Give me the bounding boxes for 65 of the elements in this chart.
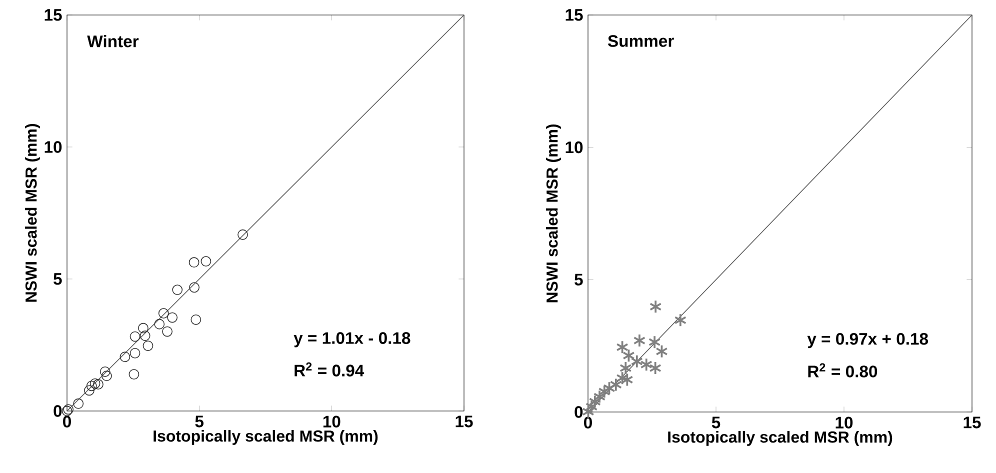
y-axis-title: NSWI scaled MSR (mm) xyxy=(25,124,40,302)
point xyxy=(238,229,248,240)
y-tick-label: 0 xyxy=(574,406,583,418)
point xyxy=(86,380,97,392)
annotation: R$^{2}$ = 0.80 xyxy=(808,363,878,378)
x-tick-label: 15 xyxy=(456,416,473,428)
point xyxy=(162,326,173,337)
point xyxy=(610,378,622,392)
point xyxy=(649,361,662,375)
point xyxy=(73,398,84,409)
point xyxy=(130,348,140,358)
point xyxy=(620,361,632,375)
point xyxy=(138,322,148,334)
x-tick-label: 0 xyxy=(63,416,71,428)
point xyxy=(674,313,687,328)
x-axis-title: Isotopically scaled MSR (mm) xyxy=(668,430,892,446)
point xyxy=(158,308,169,319)
point xyxy=(154,318,165,330)
y-tick-label: 0 xyxy=(54,405,62,417)
point xyxy=(120,352,130,362)
x-tick-label: 5 xyxy=(712,416,720,428)
y-tick-label: 5 xyxy=(54,273,62,285)
point xyxy=(84,385,94,396)
point xyxy=(130,331,140,342)
point xyxy=(100,366,110,377)
annotation: Winter xyxy=(87,35,139,48)
point xyxy=(189,282,200,293)
y-tick-label: 5 xyxy=(574,274,583,286)
annotation: y = 0.97x + 0.18 xyxy=(807,332,928,348)
point xyxy=(140,330,150,341)
annotation: y = 1.01x - 0.18 xyxy=(294,332,410,348)
point xyxy=(630,354,644,368)
annotation: Summer xyxy=(608,35,674,47)
point xyxy=(142,340,154,351)
y-tick-label: 15 xyxy=(44,9,62,21)
point xyxy=(90,378,100,389)
y-axis-title: NSWI scaled MSR (mm) xyxy=(546,124,561,302)
point xyxy=(598,384,611,399)
y-tick-label: 15 xyxy=(566,9,583,21)
point xyxy=(172,284,183,296)
point xyxy=(128,369,140,380)
point xyxy=(588,394,602,409)
point xyxy=(633,334,646,348)
point xyxy=(640,358,652,372)
point xyxy=(190,314,202,325)
x-tick-label: 15 xyxy=(964,416,981,428)
x-axis-title: Isotopically scaled MSR (mm) xyxy=(154,430,378,445)
x-tick-label: 10 xyxy=(836,416,853,428)
x-tick-label: 10 xyxy=(323,416,340,428)
point xyxy=(649,300,662,314)
point xyxy=(102,370,112,382)
point xyxy=(585,400,598,414)
point xyxy=(188,257,200,268)
x-tick-label: 5 xyxy=(195,416,204,428)
point xyxy=(616,371,628,386)
point xyxy=(200,256,212,266)
x-tick-label: 0 xyxy=(584,416,592,428)
point xyxy=(593,390,606,404)
point xyxy=(603,381,616,396)
annotation: R$^{2}$ = 0.94 xyxy=(294,362,364,376)
point xyxy=(167,312,178,323)
y-tick-label: 10 xyxy=(566,141,583,154)
point xyxy=(93,379,104,390)
y-tick-label: 10 xyxy=(44,141,62,153)
point xyxy=(621,372,634,387)
